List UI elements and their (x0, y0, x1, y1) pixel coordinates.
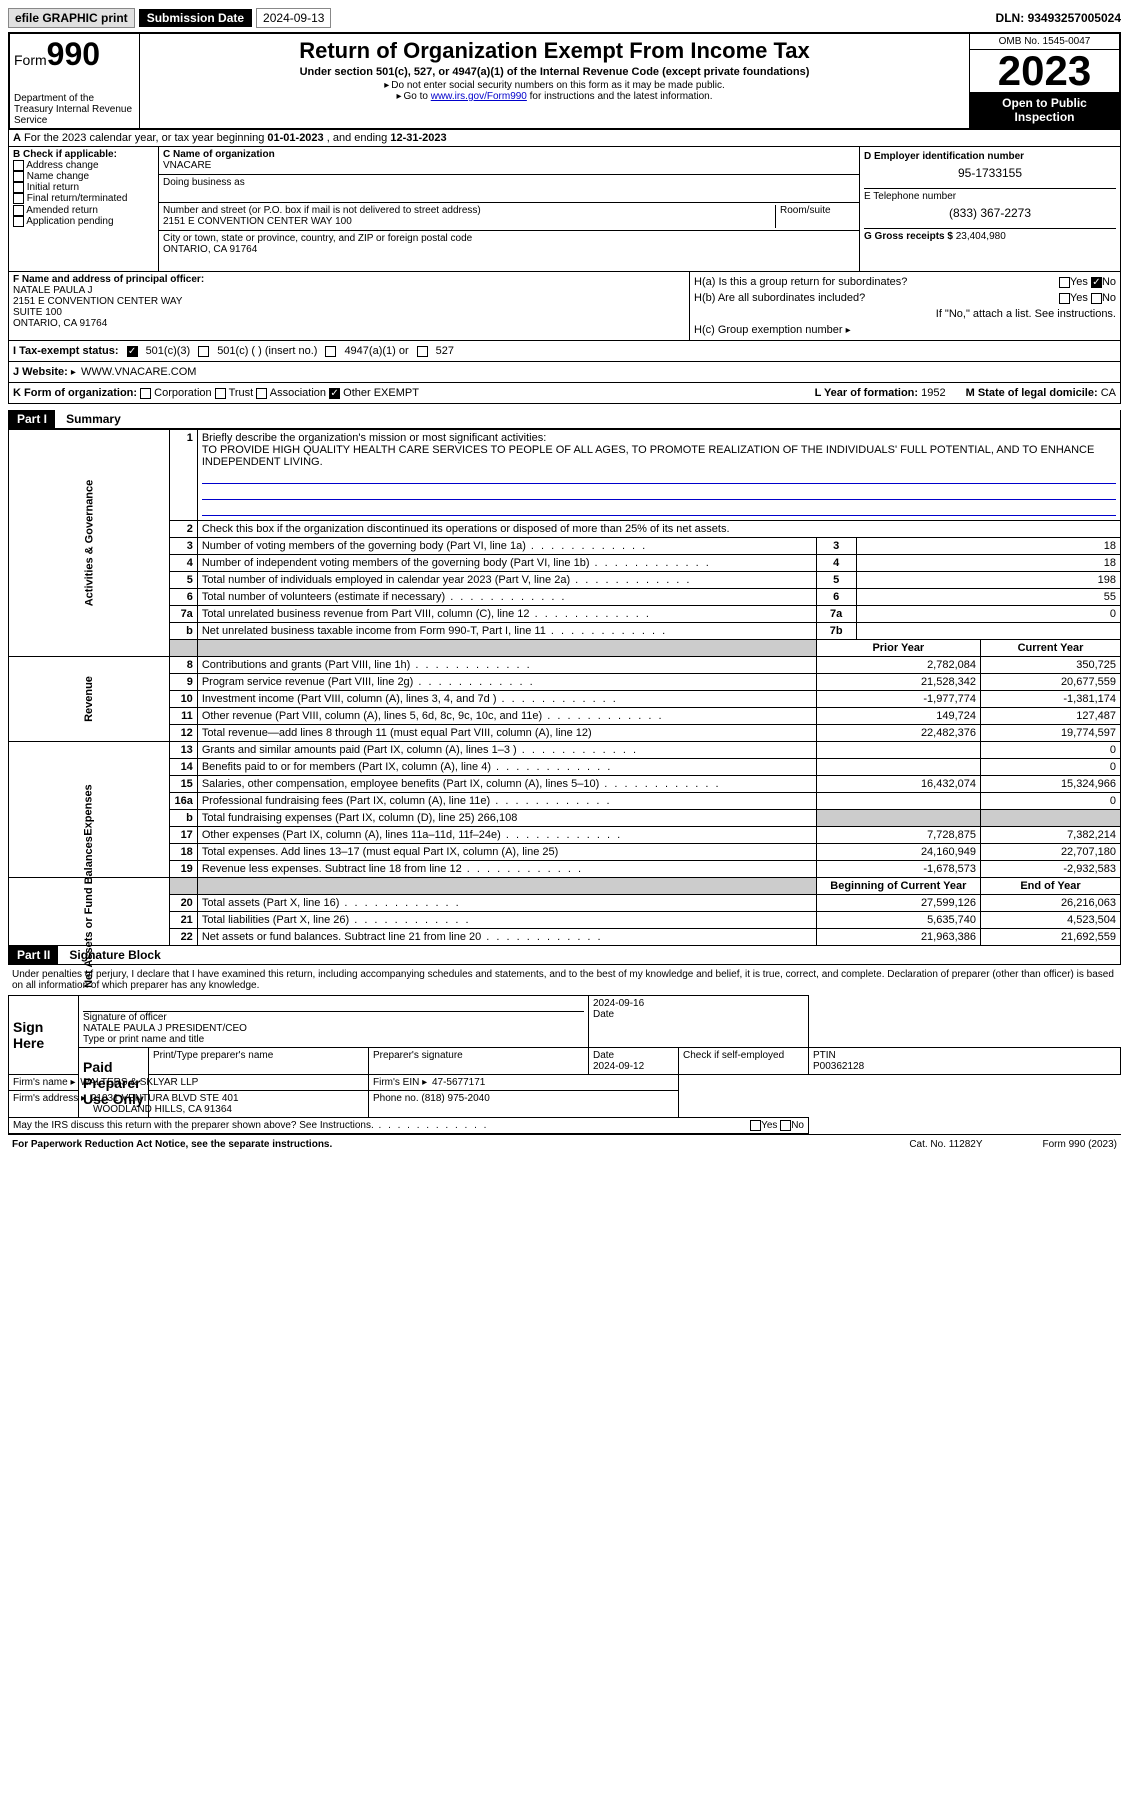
part1-title: Summary (66, 412, 121, 426)
org-city: ONTARIO, CA 91764 (163, 244, 257, 255)
row-j-website: J Website: WWW.VNACARE.COM (8, 362, 1121, 383)
val-line7a: 0 (856, 606, 1120, 623)
cb-final-return[interactable]: Final return/terminated (13, 193, 154, 204)
firm-phone: (818) 975-2040 (421, 1093, 489, 1104)
top-bar: efile GRAPHIC print Submission Date 2024… (8, 8, 1121, 28)
section-d-ein: D Employer identification number95-17331… (860, 147, 1120, 271)
firm-ein: 47-5677171 (432, 1077, 485, 1088)
section-f-officer: F Name and address of principal officer:… (9, 272, 690, 340)
part2-header: Part II (9, 946, 58, 964)
mission-text: TO PROVIDE HIGH QUALITY HEALTH CARE SERV… (202, 444, 1095, 468)
website-value: WWW.VNACARE.COM (81, 366, 197, 378)
org-address: 2151 E CONVENTION CENTER WAY 100 (163, 216, 352, 227)
form-subtitle-3: Go to www.irs.gov/Form990 for instructio… (144, 91, 965, 102)
dept-treasury: Department of the Treasury Internal Reve… (14, 93, 135, 126)
part1-header: Part I (9, 410, 55, 428)
cb-name-change[interactable]: Name change (13, 171, 154, 182)
tax-year: 2023 (970, 50, 1119, 92)
side-revenue: Revenue (83, 676, 95, 722)
footer-form: Form 990 (2023) (1043, 1139, 1117, 1150)
state-domicile: CA (1101, 387, 1116, 399)
cb-initial-return[interactable]: Initial return (13, 182, 154, 193)
submission-date-label: Submission Date (139, 9, 252, 27)
side-netassets: Net Assets or Fund Balances (83, 836, 95, 988)
firm-name: WALTERS & SKLYAR LLP (80, 1077, 198, 1088)
val-line7b (856, 623, 1120, 640)
form-header: Form990 Department of the Treasury Inter… (8, 32, 1121, 130)
sign-here-label: Sign Here (9, 996, 79, 1075)
val-line4: 18 (856, 555, 1120, 572)
section-c-org-info: C Name of organizationVNACARE Doing busi… (159, 147, 860, 271)
form-title: Return of Organization Exempt From Incom… (144, 38, 965, 64)
efile-print-button[interactable]: efile GRAPHIC print (8, 8, 135, 28)
side-expenses: Expenses (83, 784, 95, 835)
cb-application-pending[interactable]: Application pending (13, 216, 154, 227)
form-number: 990 (47, 36, 100, 72)
org-name: VNACARE (163, 160, 211, 171)
signature-table: Sign Here Signature of officerNATALE PAU… (8, 995, 1121, 1134)
row-k-form-org: K Form of organization: Corporation Trus… (8, 383, 1121, 404)
summary-table: Activities & Governance 1 Briefly descri… (8, 429, 1121, 946)
form-label: Form (14, 52, 47, 68)
year-formation: 1952 (921, 387, 945, 399)
row-i-tax-status: I Tax-exempt status: 501(c)(3) 501(c) ( … (8, 341, 1121, 362)
row-a-tax-year: A For the 2023 calendar year, or tax yea… (8, 130, 1121, 147)
prior-year-header: Prior Year (816, 640, 980, 657)
cb-501c3[interactable] (127, 346, 138, 357)
gross-receipts: 23,404,980 (956, 231, 1006, 242)
section-h-group: H(a) Is this a group return for subordin… (690, 272, 1120, 340)
ein-value: 95-1733155 (864, 166, 1116, 180)
ptin-value: P00362128 (813, 1061, 864, 1072)
side-governance: Activities & Governance (83, 480, 95, 607)
irs-link[interactable]: www.irs.gov/Form990 (431, 91, 527, 102)
footer-row: For Paperwork Reduction Act Notice, see … (8, 1134, 1121, 1154)
open-public-badge: Open to Public Inspection (970, 92, 1119, 128)
footer-left: For Paperwork Reduction Act Notice, see … (12, 1139, 332, 1150)
telephone-value: (833) 367-2273 (864, 206, 1116, 220)
form-subtitle-2: Do not enter social security numbers on … (144, 80, 965, 91)
cb-amended-return[interactable]: Amended return (13, 205, 154, 216)
perjury-statement: Under penalties of perjury, I declare th… (8, 965, 1121, 995)
current-year-header: Current Year (981, 640, 1121, 657)
form-subtitle-1: Under section 501(c), 527, or 4947(a)(1)… (144, 66, 965, 78)
submission-date-value: 2024-09-13 (256, 8, 331, 28)
footer-cat: Cat. No. 11282Y (909, 1139, 982, 1150)
cb-address-change[interactable]: Address change (13, 160, 154, 171)
val-line6: 55 (856, 589, 1120, 606)
val-line3: 18 (856, 538, 1120, 555)
val-line5: 198 (856, 572, 1120, 589)
cb-other-org[interactable] (329, 388, 340, 399)
dln: DLN: 93493257005024 (996, 11, 1121, 25)
cb-group-no[interactable] (1091, 277, 1102, 288)
section-b-checkboxes: B Check if applicable: Address change Na… (9, 147, 159, 271)
